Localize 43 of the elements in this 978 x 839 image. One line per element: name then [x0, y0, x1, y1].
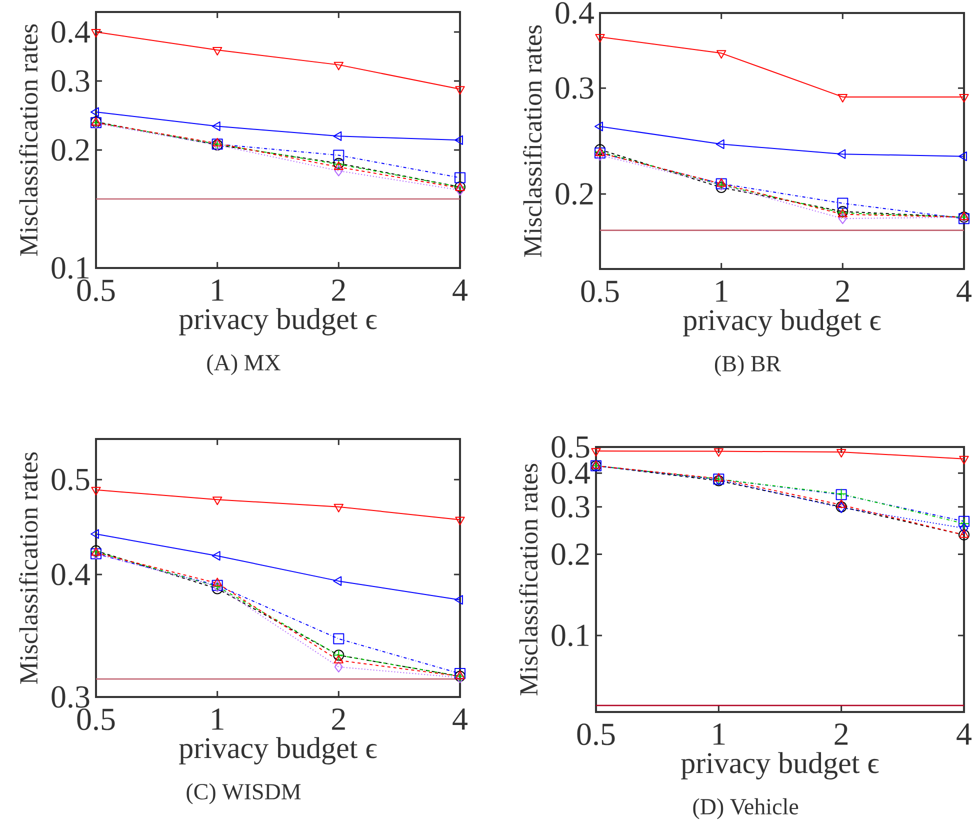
y-tick-label: 0.4	[52, 564, 90, 586]
y-tick-label: 0.5	[552, 436, 590, 458]
y-tick-label: 0.3	[556, 77, 594, 99]
x-tick-label: 4	[452, 280, 468, 301]
x-tick-label: 1	[716, 280, 728, 302]
x-tick-label: 2	[332, 280, 345, 301]
y-tick-label: 0.3	[52, 70, 90, 92]
y-tick-label: 0.4	[556, 2, 594, 24]
text: (B) BR	[714, 355, 782, 376]
y-tick-label: 0.1	[52, 257, 89, 279]
x-tick-label: 0.5	[577, 724, 615, 746]
x-tick-label: 0.5	[581, 280, 619, 302]
text: (A) MX	[207, 354, 280, 376]
x-axis-title: privacy budget ϵ	[681, 752, 879, 780]
x-tick-label: 2	[834, 724, 848, 745]
y-tick-label: 0.2	[552, 543, 589, 566]
x-tick-label: 2	[332, 708, 345, 730]
x-tick-label: 0.5	[77, 708, 115, 730]
y-tick-label: 0.4	[552, 462, 590, 484]
x-tick-label: 1	[212, 280, 224, 301]
x-tick-label: 4	[956, 724, 972, 745]
x-axis-title: privacy budget ϵ	[683, 309, 881, 336]
y-axis-title: Misclassification rates	[19, 452, 38, 684]
y-tick-label: 0.2	[556, 183, 593, 205]
x-tick-label: 4	[452, 708, 468, 730]
text: (C) WISDM	[186, 783, 301, 804]
y-tick-label: 0.3	[52, 686, 90, 708]
y-axis-title: Misclassification rates	[519, 464, 538, 696]
y-tick-label: 0.5	[52, 468, 90, 490]
y-tick-label: 0.3	[552, 496, 590, 518]
y-tick-label: 0.2	[52, 139, 89, 161]
x-tick-label: 1	[212, 708, 224, 730]
y-tick-label: 0.4	[52, 21, 90, 43]
text: (D) Vehicle	[693, 798, 798, 820]
x-tick-label: 0.5	[77, 280, 115, 302]
x-tick-label: 2	[836, 280, 849, 302]
y-axis-title: Misclassification rates	[523, 25, 542, 257]
x-axis-title: privacy budget ϵ	[179, 308, 377, 336]
x-axis-title: privacy budget ϵ	[179, 737, 377, 764]
y-tick-label: 0.1	[552, 624, 589, 646]
y-axis-title: Misclassification rates	[19, 24, 38, 256]
x-tick-label: 4	[956, 280, 972, 302]
x-tick-label: 1	[713, 724, 725, 745]
